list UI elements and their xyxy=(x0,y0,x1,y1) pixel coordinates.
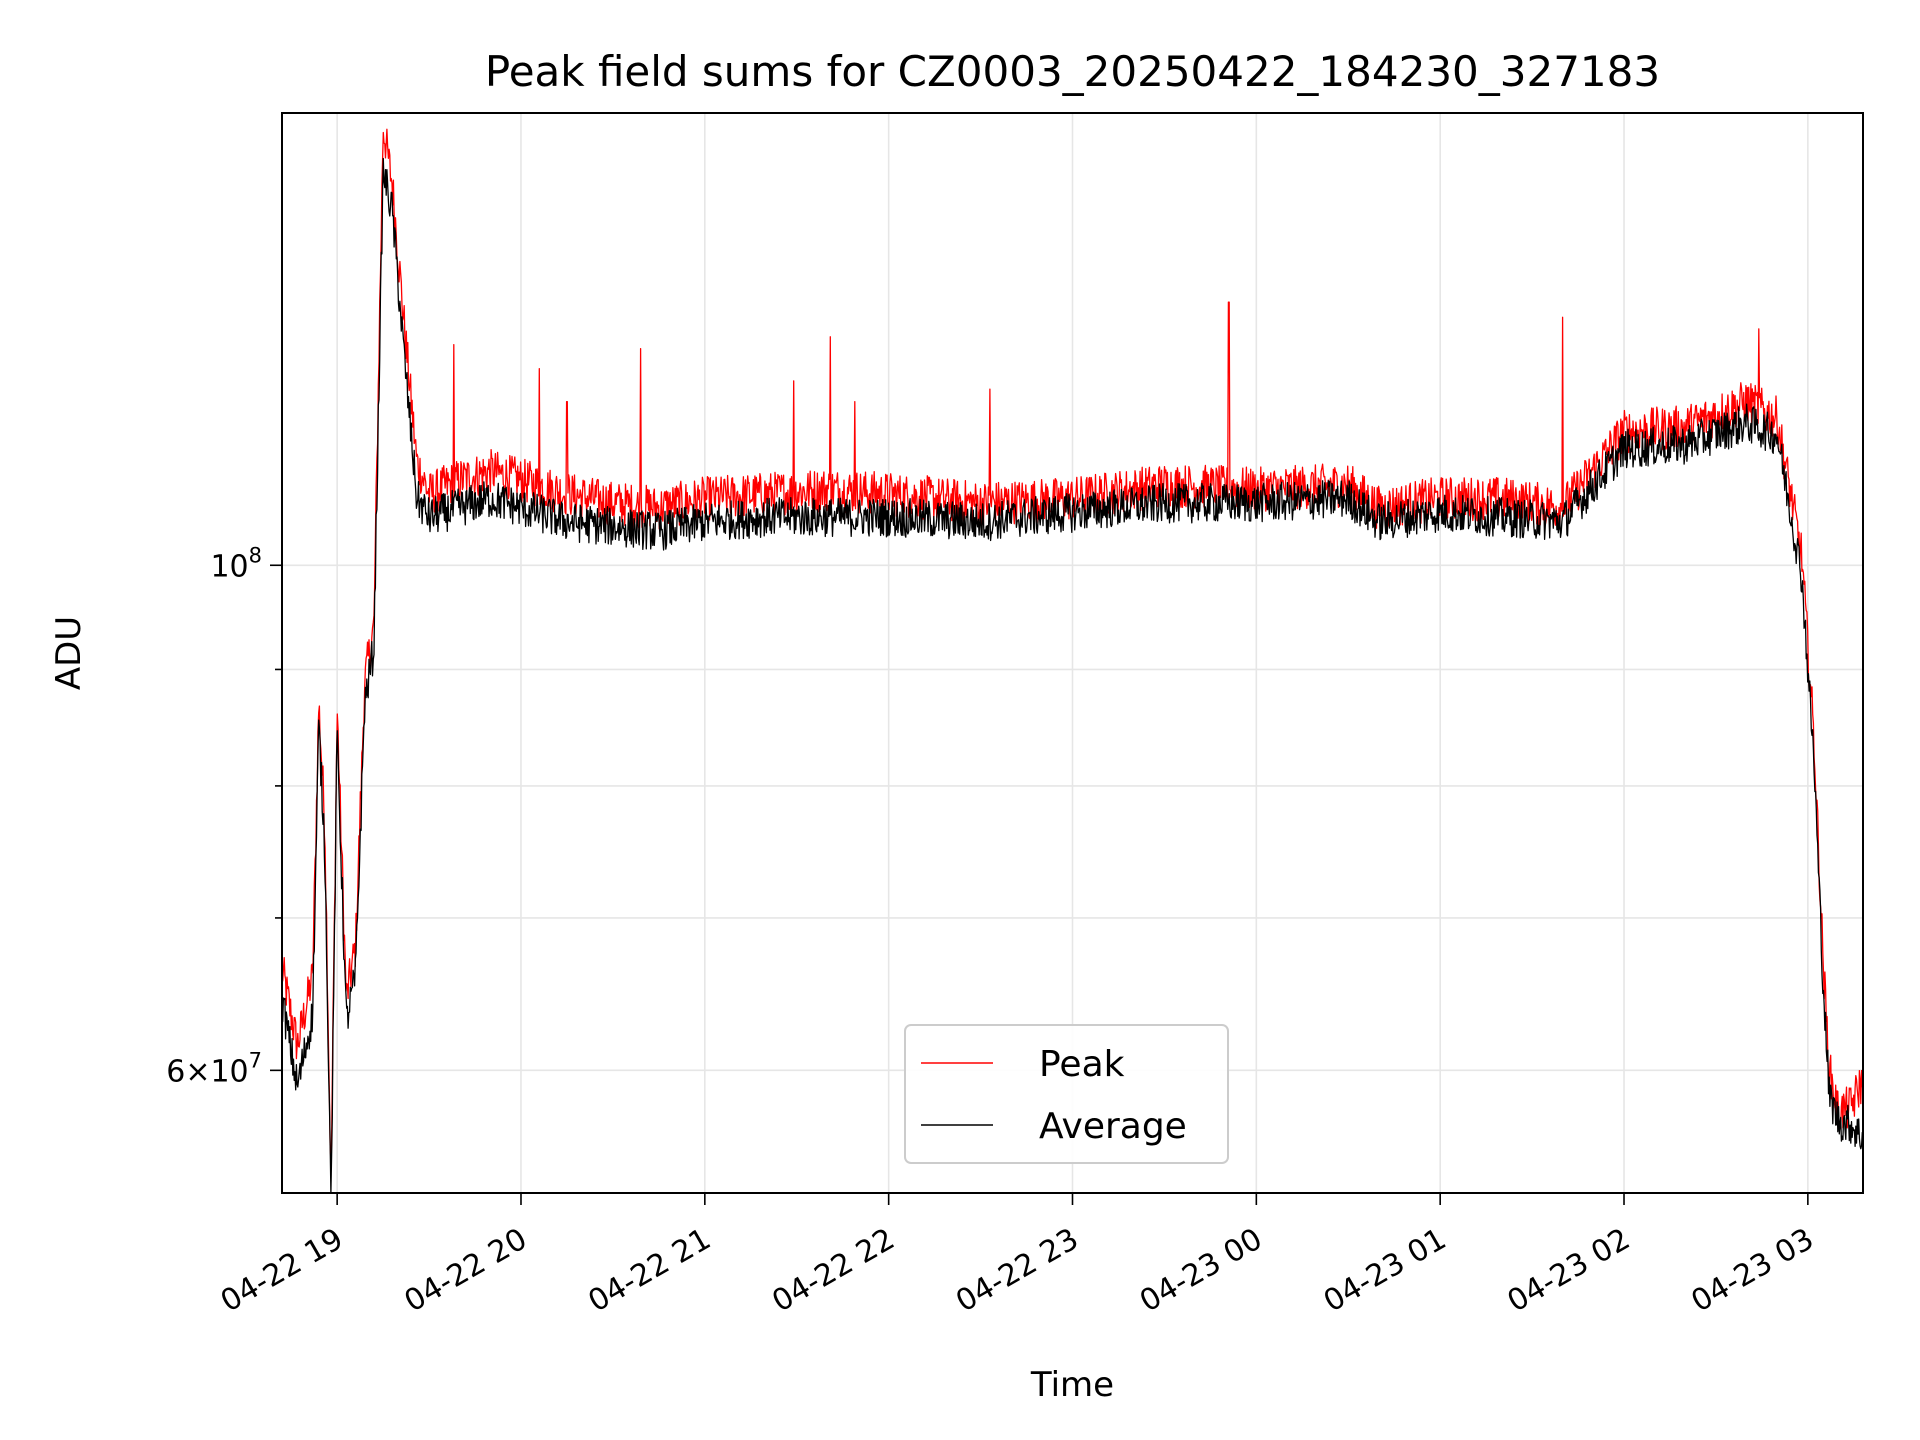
legend-label-peak: Peak xyxy=(1039,1044,1125,1085)
legend-box xyxy=(904,1024,1229,1164)
y-tick-exponent: 7 xyxy=(249,1048,262,1072)
legend: Peak Average xyxy=(904,1024,1229,1164)
y-tick-mantissa: 6 xyxy=(166,1054,185,1089)
plot-area xyxy=(281,128,1864,1194)
y-axis-label: ADU xyxy=(49,616,89,690)
y-tick-base: 10 xyxy=(210,549,248,584)
x-axis-label: Time xyxy=(1030,1365,1114,1405)
legend-label-average: Average xyxy=(1039,1106,1187,1147)
series-line-average xyxy=(281,157,1864,1194)
chart-title: Peak field sums for CZ0003_20250422_1842… xyxy=(485,47,1660,96)
y-tick-label: 6×107 xyxy=(166,1048,262,1089)
y-tick-label: 108 xyxy=(210,543,262,584)
y-tick-exponent: 8 xyxy=(249,543,262,567)
y-tick-times: ×10 xyxy=(185,1054,248,1089)
